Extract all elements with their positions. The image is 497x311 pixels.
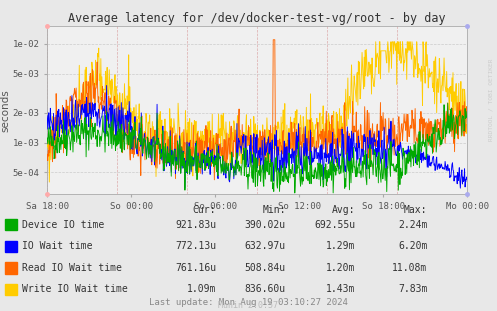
Text: 390.02u: 390.02u: [245, 220, 286, 230]
Text: Cur:: Cur:: [193, 206, 216, 216]
Bar: [5, 262, 17, 274]
Text: 1.43m: 1.43m: [326, 285, 355, 295]
Text: 772.13u: 772.13u: [175, 241, 216, 251]
Text: 836.60u: 836.60u: [245, 285, 286, 295]
Text: 6.20m: 6.20m: [398, 241, 427, 251]
Bar: [5, 219, 17, 230]
Text: Munin 2.0.57: Munin 2.0.57: [219, 301, 278, 310]
Text: Avg:: Avg:: [332, 206, 355, 216]
Text: Min:: Min:: [262, 206, 286, 216]
Text: 7.83m: 7.83m: [398, 285, 427, 295]
Text: Max:: Max:: [404, 206, 427, 216]
Text: 632.97u: 632.97u: [245, 241, 286, 251]
Text: RRDTOOL / TOBI OETIKER: RRDTOOL / TOBI OETIKER: [489, 58, 494, 141]
Text: 2.24m: 2.24m: [398, 220, 427, 230]
Bar: [5, 241, 17, 252]
Text: 11.08m: 11.08m: [392, 263, 427, 273]
Text: 761.16u: 761.16u: [175, 263, 216, 273]
Text: Read IO Wait time: Read IO Wait time: [22, 263, 122, 273]
Y-axis label: seconds: seconds: [0, 89, 10, 132]
Text: 1.29m: 1.29m: [326, 241, 355, 251]
Text: 1.20m: 1.20m: [326, 263, 355, 273]
Text: 921.83u: 921.83u: [175, 220, 216, 230]
Text: Last update: Mon Aug 19 03:10:27 2024: Last update: Mon Aug 19 03:10:27 2024: [149, 298, 348, 307]
Title: Average latency for /dev/docker-test-vg/root - by day: Average latency for /dev/docker-test-vg/…: [69, 12, 446, 25]
Bar: [5, 284, 17, 295]
Text: 692.55u: 692.55u: [314, 220, 355, 230]
Text: IO Wait time: IO Wait time: [22, 241, 93, 251]
Text: Write IO Wait time: Write IO Wait time: [22, 285, 128, 295]
Text: 508.84u: 508.84u: [245, 263, 286, 273]
Text: Device IO time: Device IO time: [22, 220, 104, 230]
Text: 1.09m: 1.09m: [187, 285, 216, 295]
